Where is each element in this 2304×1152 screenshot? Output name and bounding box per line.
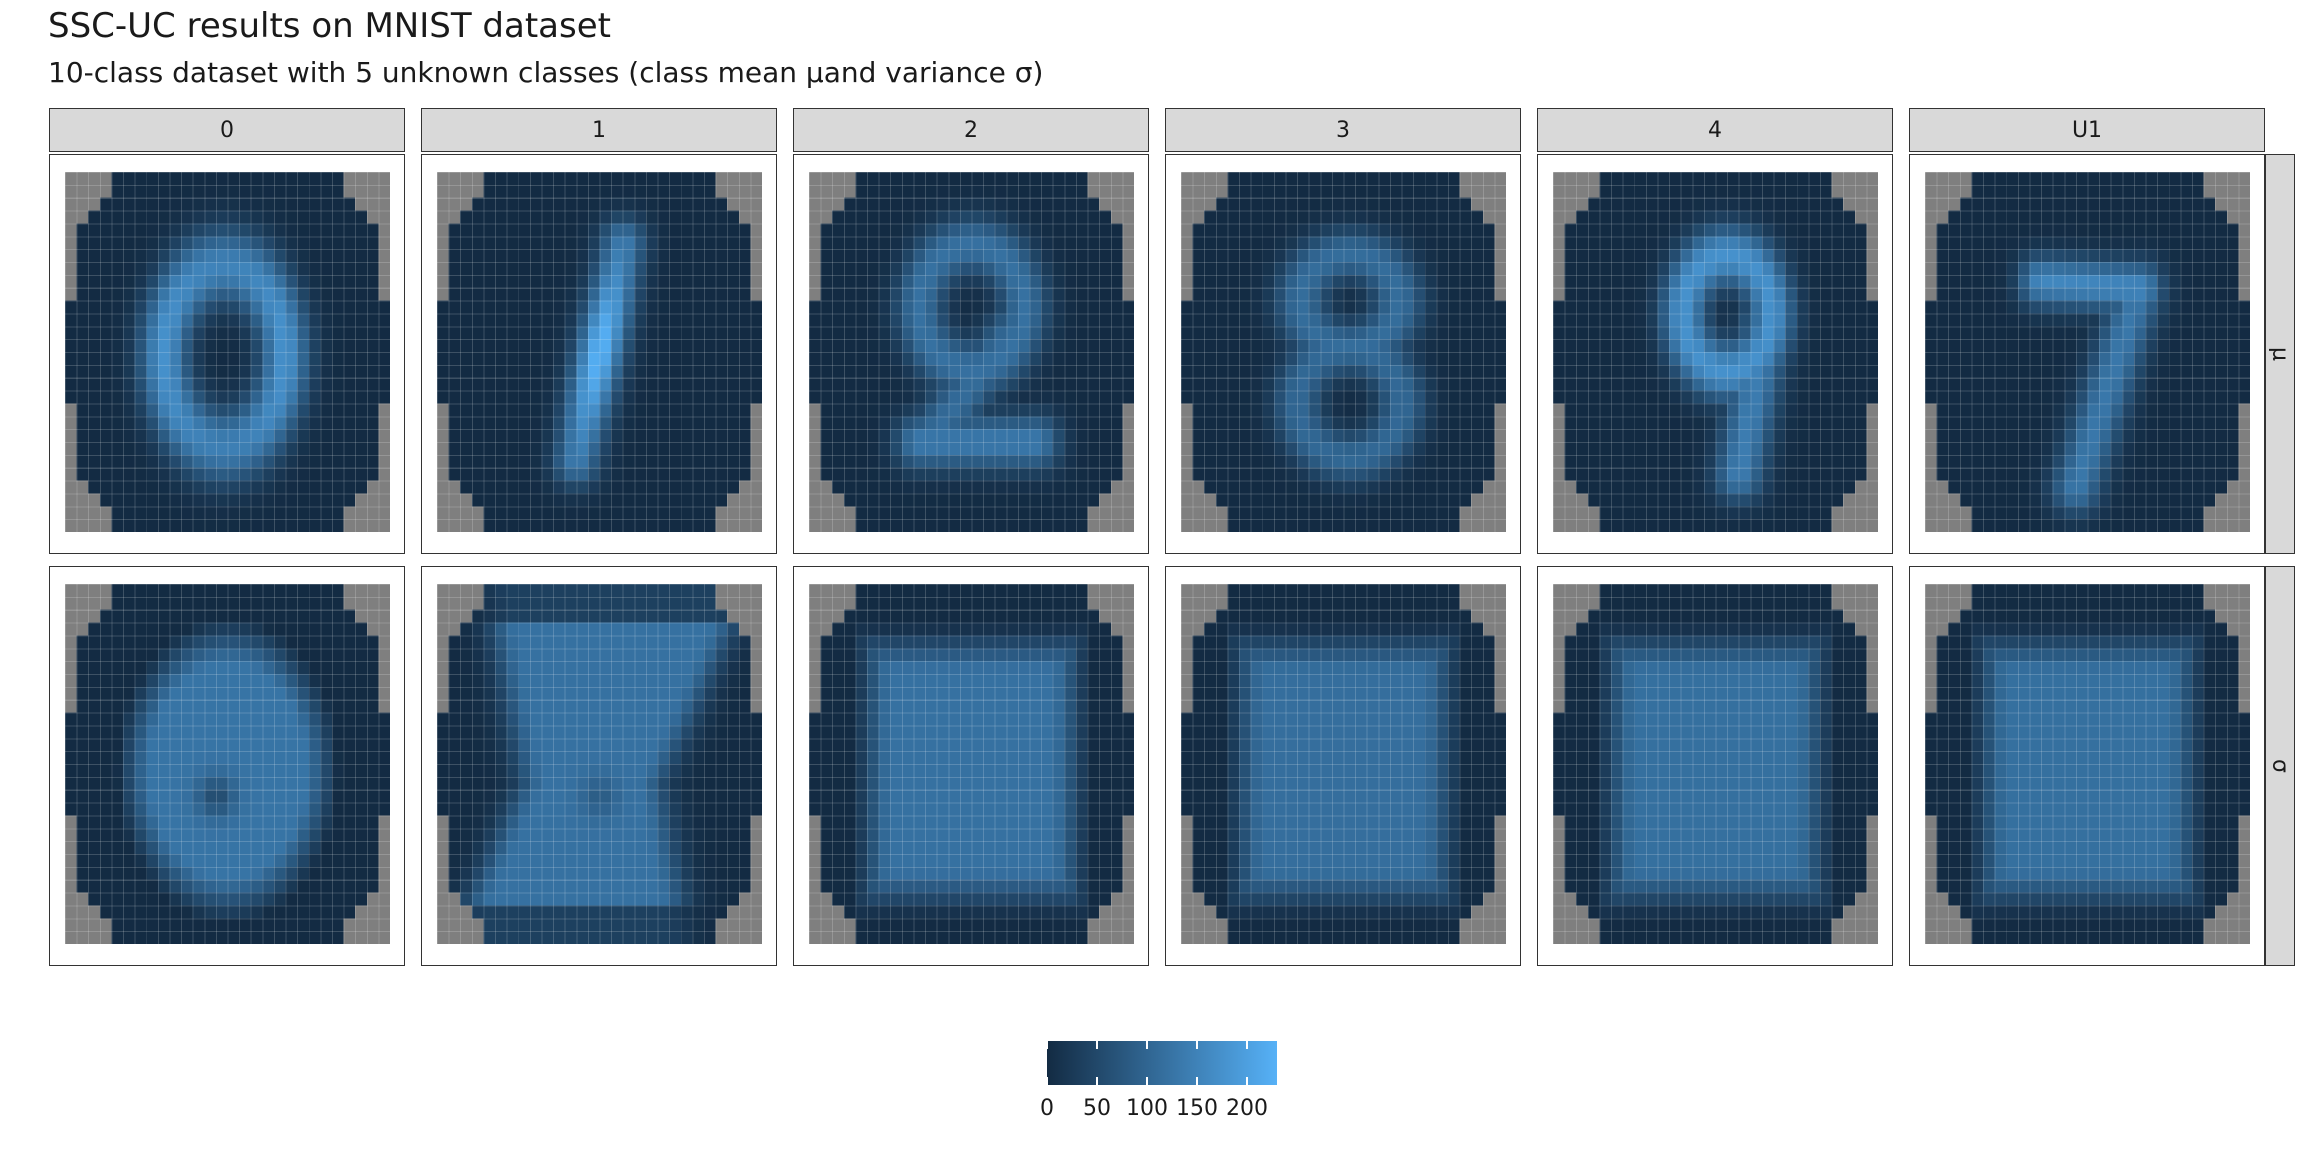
heatmap-image: [1925, 584, 2250, 944]
heatmap-image: [809, 172, 1134, 532]
heatmap-panel: [421, 154, 777, 554]
colorbar-tick: [1096, 1077, 1098, 1085]
heatmap-panel: [421, 566, 777, 966]
facet-strip-label: 1: [592, 117, 606, 143]
colorbar-label: 200: [1226, 1096, 1268, 1121]
heatmap-image: [65, 584, 390, 944]
colorbar-tick: [1196, 1041, 1198, 1049]
colorbar-label: 100: [1126, 1096, 1168, 1121]
facet-strip-1: 1: [421, 108, 777, 152]
heatmap-image: [437, 172, 762, 532]
colorbar-label: 150: [1176, 1096, 1218, 1121]
heatmap-image: [65, 172, 390, 532]
heatmap-image: [1553, 172, 1878, 532]
colorbar-tick: [1146, 1077, 1148, 1085]
facet-strip-label: 3: [1336, 117, 1350, 143]
heatmap-image: [1181, 172, 1506, 532]
chart-subtitle: 10-class dataset with 5 unknown classes …: [48, 56, 1044, 89]
heatmap-image: [1553, 584, 1878, 944]
heatmap-panel: [49, 566, 405, 966]
colorbar-tick: [1196, 1077, 1198, 1085]
facet-strip-label: μ: [2267, 347, 2293, 361]
facet-strip-label: U1: [2071, 117, 2103, 143]
facet-strip-2: 2: [793, 108, 1149, 152]
heatmap-panel: [1165, 566, 1521, 966]
facet-strip-label: 4: [1708, 117, 1722, 143]
colorbar-label: 50: [1083, 1096, 1111, 1121]
colorbar-tick: [1246, 1041, 1248, 1049]
colorbar-label: 0: [1040, 1096, 1054, 1121]
facet-strip-3: 3: [1165, 108, 1521, 152]
heatmap-image: [809, 584, 1134, 944]
colorbar-tick: [1046, 1041, 1048, 1049]
colorbar-tick: [1246, 1077, 1248, 1085]
heatmap-panel: [793, 154, 1149, 554]
heatmap-panel: [1909, 154, 2265, 554]
heatmap-panel: [793, 566, 1149, 966]
heatmap-panel: [1537, 566, 1893, 966]
facet-strip-mu: μ: [2265, 154, 2295, 554]
facet-strip-0: 0: [49, 108, 405, 152]
colorbar: [1047, 1041, 1277, 1085]
heatmap-panel: [49, 154, 405, 554]
colorbar-tick: [1146, 1041, 1148, 1049]
chart-title: SSC-UC results on MNIST dataset: [48, 6, 611, 46]
facet-strip-label: 2: [964, 117, 978, 143]
facet-strip-label: σ: [2267, 759, 2293, 773]
colorbar-tick: [1096, 1041, 1098, 1049]
facet-strip-4: 4: [1537, 108, 1893, 152]
facet-strip-sigma: σ: [2265, 566, 2295, 966]
heatmap-image: [1925, 172, 2250, 532]
heatmap-panel: [1909, 566, 2265, 966]
heatmap-panel: [1537, 154, 1893, 554]
facet-strip-u1: U1: [1909, 108, 2265, 152]
colorbar-tick: [1046, 1077, 1048, 1085]
facet-strip-label: 0: [220, 117, 234, 143]
heatmap-image: [1181, 584, 1506, 944]
heatmap-panel: [1165, 154, 1521, 554]
heatmap-image: [437, 584, 762, 944]
